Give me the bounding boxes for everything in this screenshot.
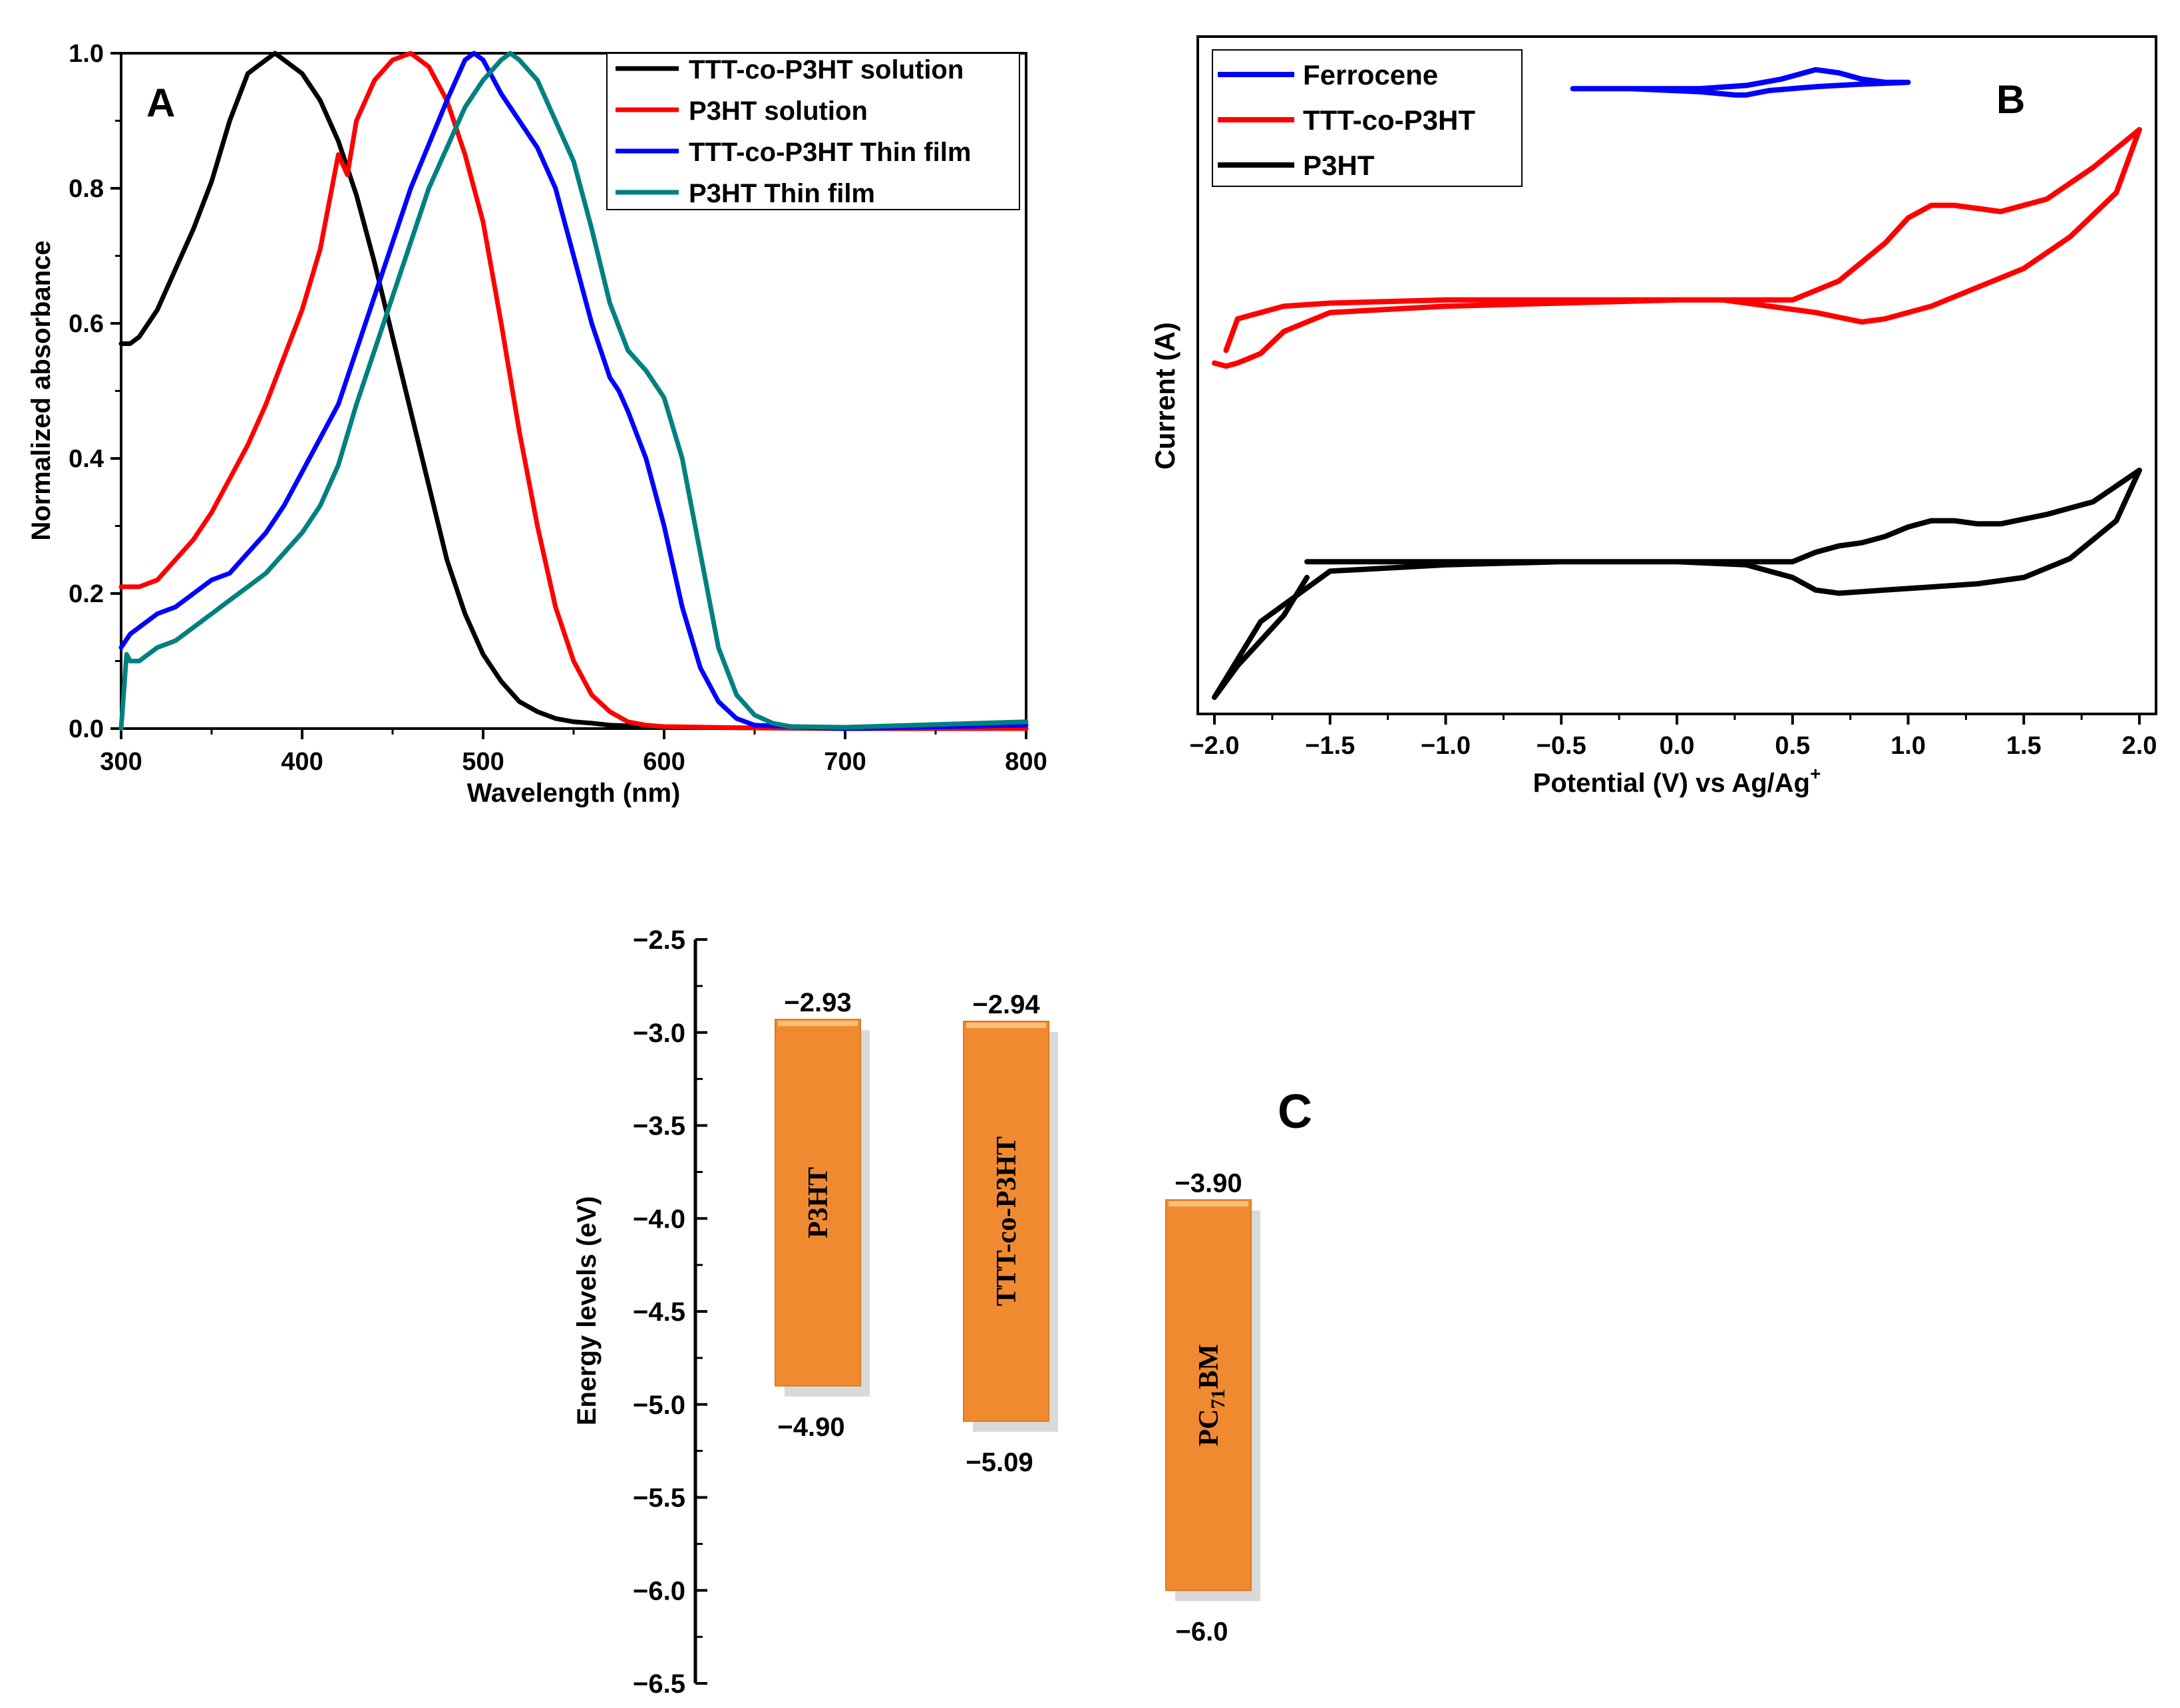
- panel-a-x-tick-label: 800: [1005, 748, 1047, 776]
- panel-c-y-tick-label: −6.5: [633, 1669, 685, 1699]
- panel-a-legend-box: [606, 53, 1020, 210]
- panel-a-x-tick-label: 600: [643, 748, 685, 776]
- panel-b-x-tick-label: −0.5: [1537, 732, 1586, 760]
- panel-b-series-p3ht: [1212, 467, 2142, 700]
- panel-a-series-p3ht-solution: [118, 51, 1029, 731]
- panel-b-x-tick-label: 0.5: [1775, 732, 1810, 760]
- panel-a-series-ttt-co-p3ht-thin-film: [118, 51, 1029, 731]
- legend-label-ferrocene: Ferrocene: [1303, 59, 1438, 90]
- panel-b-series: [1212, 67, 2142, 700]
- panel-a-y-tick-label: 0.6: [69, 310, 104, 338]
- panel-c-y-tick-label: −4.0: [633, 1204, 685, 1234]
- panel-c-y-tick-label: −6.0: [633, 1576, 685, 1606]
- panel-b-x-tick-label: 2.0: [2122, 732, 2157, 760]
- bar-name-subscript: 71: [1207, 1389, 1229, 1409]
- panel-c-label: C: [1278, 1085, 1312, 1138]
- panel-a-x-ticks: 300 400 500 600 700 800: [100, 729, 1047, 776]
- bar-name-part: BM: [1194, 1344, 1224, 1389]
- legend-label-ttt-solution: TTT-co-P3HT solution: [689, 55, 964, 85]
- panel-c-bars: −2.93 −4.90 P3HT −2.94 −5.09 TTT-co-P3HT −3.90…: [775, 988, 1260, 1646]
- energy-bar-p3ht: [775, 1019, 861, 1387]
- panel-b-series-ttt-co-p3ht: [1212, 126, 2142, 369]
- bar-name-ttt-co-p3ht: TTT-co-P3HT: [992, 1136, 1022, 1306]
- bar-highlight: [966, 1022, 1046, 1028]
- panel-b-y-axis-label: Current (A): [1149, 322, 1181, 470]
- panel-a-x-tick-label: 300: [100, 748, 142, 776]
- panel-b-x-tick-label: −1.0: [1421, 732, 1471, 760]
- panel-c-y-tick-label: −3.0: [633, 1019, 685, 1048]
- panel-c-y-tick-label: −3.5: [633, 1112, 685, 1141]
- lumo-label: −2.94: [972, 990, 1040, 1019]
- panel-a-x-tick-label: 400: [281, 748, 323, 776]
- panel-b-label: B: [1996, 77, 2025, 122]
- panel-c-bar-group-pc71bm: −3.90 −6.0 PC71BM: [1165, 1168, 1260, 1646]
- panel-b-x-axis-label: Potential (V) vs Ag/Ag+: [1533, 763, 1821, 798]
- panel-a-x-axis-label: Wavelength (nm): [467, 778, 681, 808]
- bar-name-part: PC: [1194, 1409, 1224, 1447]
- panel-a-y-tick-label: 0.0: [69, 715, 104, 743]
- legend-label-ttt-co-p3ht: TTT-co-P3HT: [1303, 104, 1475, 136]
- panel-a-x-tick-label: 500: [462, 748, 504, 776]
- panel-a-y-tick-label: 0.2: [69, 580, 104, 608]
- legend-label-p3ht-thin-film: P3HT Thin film: [689, 179, 875, 208]
- homo-label: −5.09: [966, 1448, 1033, 1477]
- legend-label-p3ht: P3HT: [1303, 150, 1375, 181]
- panel-b: −2.0 −1.5 −1.0 −0.5 0.0 0.5 1.0 1.5 2.0 B Potent…: [1149, 35, 2157, 798]
- bar-highlight: [778, 1021, 858, 1027]
- panel-b-x-tick-label: 0.0: [1660, 732, 1695, 760]
- panel-b-x-tick-label: 1.5: [2006, 732, 2042, 760]
- bar-highlight: [1169, 1201, 1248, 1207]
- panel-b-series-ferrocene: [1570, 67, 1911, 98]
- panel-a-y-tick-label: 1.0: [69, 40, 104, 68]
- panel-c-y-tick-label: −5.5: [633, 1484, 685, 1513]
- panel-a-x-tick-label: 700: [824, 748, 866, 776]
- bar-name-pc71bm: PC71BM: [1194, 1344, 1229, 1447]
- panel-b-x-axis-label-sup: +: [1810, 763, 1821, 784]
- panel-c-y-tick-label: −2.5: [633, 926, 685, 955]
- panel-b-x-axis-label-main: Potential (V) vs Ag/Ag: [1533, 769, 1810, 798]
- panel-a-series: [118, 51, 1029, 731]
- legend-label-ttt-thin-film: TTT-co-P3HT Thin film: [689, 138, 971, 167]
- panel-a-legend: TTT-co-P3HT solution P3HT solution TTT-c…: [606, 53, 1020, 210]
- panel-a: 300 400 500 600 700 800 0.00.20.40.60.81.0 A …: [27, 40, 1047, 808]
- panel-a-y-ticks: 0.0 0.2 0.4 0.6 0.8 1.0: [69, 40, 121, 743]
- panel-a-label: A: [146, 81, 175, 125]
- panel-c-y-tick-label: −5.0: [633, 1391, 685, 1420]
- panel-a-series-p3ht-thin-film: [118, 51, 1029, 731]
- homo-label: −4.90: [777, 1413, 844, 1442]
- lumo-label: −3.90: [1175, 1168, 1242, 1198]
- panel-a-y-tick-label: 0.4: [69, 445, 104, 473]
- panel-c: −2.5 −3.0 −3.5 −4.0 −4.5 −5.0 −5.5 −6.0 −6.5 −2.…: [572, 926, 1312, 1699]
- panel-c-y-axis-label: Energy levels (eV): [572, 1196, 602, 1426]
- homo-label: −6.0: [1176, 1617, 1228, 1646]
- panel-b-x-tick-label: −1.5: [1305, 732, 1355, 760]
- panel-c-bar-group-p3ht: −2.93 −4.90 P3HT: [775, 988, 870, 1442]
- legend-label-p3ht-solution: P3HT solution: [689, 96, 868, 126]
- panel-b-x-tick-label: −2.0: [1189, 732, 1239, 760]
- panel-b-x-tick-label: 1.0: [1891, 732, 1926, 760]
- energy-bar-ttt-co-p3ht: [963, 1020, 1049, 1422]
- panel-c-bar-group-ttt-co-p3ht: −2.94 −5.09 TTT-co-P3HT: [963, 990, 1058, 1477]
- panel-b-legend: Ferrocene TTT-co-P3HT P3HT: [1212, 49, 1523, 187]
- energy-bar-pc71bm: [1165, 1199, 1252, 1592]
- lumo-label: −2.93: [784, 988, 851, 1017]
- panel-a-series-ttt-co-p3ht-solution: [118, 51, 1029, 731]
- panel-a-y-tick-label: 0.8: [69, 175, 104, 203]
- panel-a-y-axis-label: Normalized absorbance: [27, 240, 56, 540]
- panel-c-y-tick-label: −4.5: [633, 1297, 685, 1327]
- panel-b-x-ticks: −2.0 −1.5 −1.0 −0.5 0.0 0.5 1.0 1.5 2.0: [1189, 714, 2157, 760]
- bar-name-p3ht: P3HT: [803, 1167, 834, 1238]
- panel-c-y-ticks: −2.5 −3.0 −3.5 −4.0 −4.5 −5.0 −5.5 −6.0 −6.5: [633, 926, 707, 1699]
